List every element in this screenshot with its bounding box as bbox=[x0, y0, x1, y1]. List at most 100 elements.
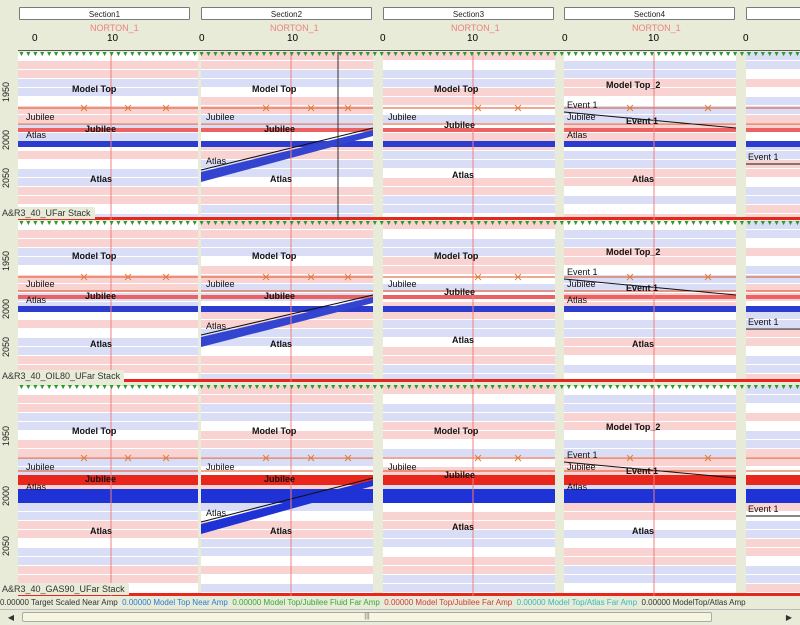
horizon-label-model-top: Model Top bbox=[252, 84, 297, 94]
depth-tick-label: 2000 bbox=[1, 298, 11, 319]
seismic-stripe bbox=[18, 395, 198, 403]
section-background bbox=[18, 221, 198, 382]
pick-marker bbox=[474, 104, 482, 112]
seismic-stripe bbox=[564, 338, 736, 346]
horizon-label-jubilee: Jubilee bbox=[388, 279, 417, 289]
horizon-label-event-1: Event 1 bbox=[748, 317, 779, 327]
panel-stack-label: A&R3_40_OIL80_UFar Stack bbox=[0, 370, 125, 382]
event-line bbox=[563, 461, 737, 479]
seismic-stripe bbox=[746, 178, 800, 186]
seismic-stripe bbox=[746, 566, 800, 574]
bottom-marker-strip bbox=[18, 379, 800, 382]
section-1 bbox=[18, 221, 198, 382]
jubilee-reflector bbox=[564, 475, 736, 485]
pick-marker bbox=[514, 454, 522, 462]
tick-label: 10 bbox=[467, 33, 479, 44]
seismic-panel-oil80[interactable]: Model Top Model Top Model Top Model Top_2 Ju… bbox=[18, 221, 800, 382]
horizon-label-atlas: Atlas bbox=[206, 321, 227, 331]
horizon-label-event-1: Event 1 bbox=[567, 450, 598, 460]
seismic-stripe bbox=[746, 521, 800, 529]
seismic-stripe bbox=[746, 151, 800, 159]
seismic-stripe bbox=[383, 52, 555, 60]
atlas-reflector bbox=[746, 489, 800, 503]
horizon-label-event-1: Event 1 bbox=[567, 100, 598, 110]
tick-label: 0 bbox=[562, 33, 568, 44]
seismic-stripe bbox=[746, 431, 800, 439]
seismic-stripe bbox=[201, 374, 373, 382]
section2-button[interactable]: Section2 bbox=[201, 7, 372, 20]
horizon-label-jubilee: Jubilee bbox=[388, 112, 417, 122]
horizon-label-atlas: Atlas bbox=[632, 526, 654, 536]
seismic-stripe bbox=[383, 151, 555, 159]
pick-marker bbox=[344, 454, 352, 462]
atlas-reflector bbox=[564, 306, 736, 312]
scroll-thumb[interactable]: ||| bbox=[22, 612, 712, 622]
horizon-label-model-top: Model Top bbox=[434, 84, 479, 94]
horizontal-scrollbar[interactable]: ◀ ||| ▶ bbox=[0, 609, 800, 625]
seismic-stripe bbox=[746, 61, 800, 69]
seismic-stripe bbox=[201, 133, 373, 141]
seismic-stripe bbox=[201, 347, 373, 355]
seismic-stripe bbox=[18, 230, 198, 238]
seismic-stripe bbox=[564, 97, 736, 105]
seismic-panel-gas90[interactable]: Model Top Model Top Model Top Model Top_2 Ju… bbox=[18, 386, 800, 596]
seismic-stripe bbox=[201, 79, 373, 87]
horizon-label-atlas: Atlas bbox=[90, 526, 112, 536]
depth-tick-label: 2050 bbox=[1, 336, 11, 357]
section3-button[interactable]: Section3 bbox=[383, 7, 554, 20]
pick-marker bbox=[124, 273, 132, 281]
seismic-stripe bbox=[383, 374, 555, 382]
tick-label: 0 bbox=[32, 33, 38, 44]
seismic-panel-ufar[interactable]: Model Top Model Top Model Top Model Top_2 Ju… bbox=[18, 52, 800, 220]
seismic-stripe bbox=[564, 178, 736, 186]
seismic-stripe bbox=[383, 347, 555, 355]
scroll-right-icon[interactable]: ▶ bbox=[785, 613, 793, 622]
section1-button[interactable]: Section1 bbox=[19, 7, 190, 20]
horizon-label-event-1: Event 1 bbox=[626, 116, 658, 126]
depth-tick-label: 2050 bbox=[1, 535, 11, 556]
dipping-reflector bbox=[201, 480, 373, 534]
horizon-label-jubilee: Jubilee bbox=[264, 124, 295, 134]
seismic-stripe bbox=[383, 178, 555, 186]
jubilee-reflector bbox=[18, 475, 198, 485]
seismic-stripe bbox=[746, 365, 800, 373]
horizon-label-atlas: Atlas bbox=[206, 508, 227, 518]
section4-button[interactable]: Section4 bbox=[564, 7, 735, 20]
seismic-stripe bbox=[564, 404, 736, 412]
seismic-stripe bbox=[383, 338, 555, 346]
seismic-stripe bbox=[18, 503, 198, 511]
seismic-stripe bbox=[383, 196, 555, 204]
seismic-stripe bbox=[18, 275, 198, 283]
pick-marker bbox=[626, 454, 634, 462]
seismic-stripe bbox=[18, 187, 198, 195]
pick-marker bbox=[704, 273, 712, 281]
seismic-stripe bbox=[746, 115, 800, 123]
section-1 bbox=[18, 386, 198, 596]
seismic-stripe bbox=[383, 365, 555, 373]
seismic-stripe bbox=[564, 230, 736, 238]
horizon-label-model-top: Model Top bbox=[252, 251, 297, 261]
seismic-stripe bbox=[746, 329, 800, 337]
scroll-left-icon[interactable]: ◀ bbox=[7, 613, 15, 622]
seismic-stripe bbox=[201, 266, 373, 274]
seismic-stripe bbox=[201, 539, 373, 547]
seismic-stripe bbox=[383, 221, 555, 229]
seismic-stripe bbox=[383, 422, 555, 430]
status-segment: 0.00000 ModelTop/Atlas Amp bbox=[641, 598, 746, 607]
seismic-stripe bbox=[201, 61, 373, 69]
seismic-stripe bbox=[18, 575, 198, 583]
horizon-label-atlas: Atlas bbox=[452, 522, 474, 532]
depth-axis bbox=[0, 52, 18, 597]
section5-button[interactable] bbox=[746, 7, 800, 20]
seismic-stripe bbox=[383, 257, 555, 265]
seismic-stripe bbox=[746, 422, 800, 430]
seismic-stripe bbox=[201, 239, 373, 247]
horizon-label-atlas: Atlas bbox=[26, 295, 47, 305]
seismic-stripe bbox=[18, 79, 198, 87]
seismic-stripe bbox=[746, 106, 800, 114]
seismic-stripe bbox=[201, 160, 373, 168]
pick-marker bbox=[474, 454, 482, 462]
seismic-stripe bbox=[201, 431, 373, 439]
seismic-stripe bbox=[383, 160, 555, 168]
atlas-reflector bbox=[201, 141, 373, 147]
